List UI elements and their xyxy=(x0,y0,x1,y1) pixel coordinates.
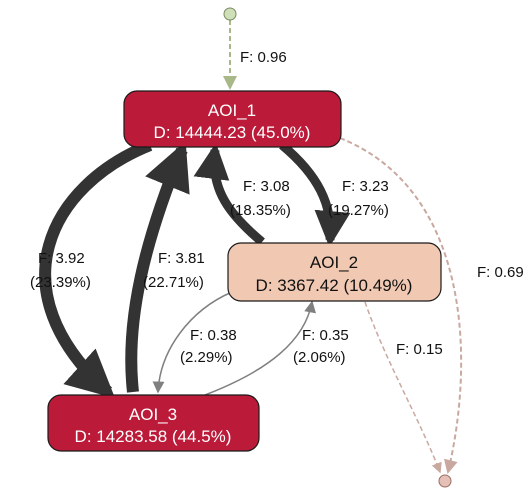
edge-label-aoi1-aoi2-freq: F: 3.23 xyxy=(342,178,389,195)
edge-label-start-freq: F: 0.96 xyxy=(240,49,287,66)
node-aoi-1-duration: D: 14444.23 (45.0%) xyxy=(154,123,311,142)
edge-label-aoi3-aoi1-freq: F: 3.81 xyxy=(158,250,205,267)
edge-label-aoi2-end-freq: F: 0.15 xyxy=(396,341,443,358)
start-node-marker xyxy=(223,7,237,21)
edge-label-aoi3-aoi1-pct: (22.71%) xyxy=(143,274,204,291)
edge-aoi2-to-aoi1 xyxy=(193,142,265,246)
edge-aoi2-to-end xyxy=(364,301,442,474)
node-aoi-3[interactable]: AOI_3 D: 14283.58 (44.5%) xyxy=(47,394,260,452)
edge-label-aoi2-aoi3-pct: (2.29%) xyxy=(180,349,233,366)
node-aoi-1[interactable]: AOI_1 D: 14444.23 (45.0%) xyxy=(123,90,342,148)
edge-label-aoi1-aoi2-pct: (19.27%) xyxy=(328,202,389,219)
edge-label-aoi1-aoi3-freq: F: 3.92 xyxy=(38,250,85,267)
edge-label-aoi2-aoi1-pct: (18.35%) xyxy=(230,202,291,219)
node-aoi-3-name: AOI_3 xyxy=(129,405,177,424)
edge-aoi1-to-aoi2 xyxy=(279,141,351,248)
end-node-marker xyxy=(438,474,452,488)
edge-label-aoi3-aoi2-freq: F: 0.35 xyxy=(302,327,349,344)
node-aoi-3-duration: D: 14283.58 (44.5%) xyxy=(75,427,232,446)
node-aoi-2-duration: D: 3367.42 (10.49%) xyxy=(256,276,413,295)
edge-aoi3-to-aoi2 xyxy=(204,300,316,396)
edge-label-aoi1-end-freq: F: 0.69 xyxy=(477,264,524,281)
edge-aoi3-to-aoi1 xyxy=(125,141,190,393)
edge-label-aoi1-aoi3-pct: (23.39%) xyxy=(30,274,91,291)
node-aoi-1-name: AOI_1 xyxy=(208,101,256,120)
edge-label-aoi2-aoi3-freq: F: 0.38 xyxy=(190,327,237,344)
edge-label-aoi3-aoi2-pct: (2.06%) xyxy=(293,349,346,366)
edge-aoi1-to-aoi3 xyxy=(39,139,153,399)
node-aoi-2-name: AOI_2 xyxy=(310,253,358,272)
edge-aoi2-to-aoi3 xyxy=(152,291,233,394)
node-aoi-2[interactable]: AOI_2 D: 3367.42 (10.49%) xyxy=(227,242,442,302)
edge-label-aoi2-aoi1-freq: F: 3.08 xyxy=(243,178,290,195)
